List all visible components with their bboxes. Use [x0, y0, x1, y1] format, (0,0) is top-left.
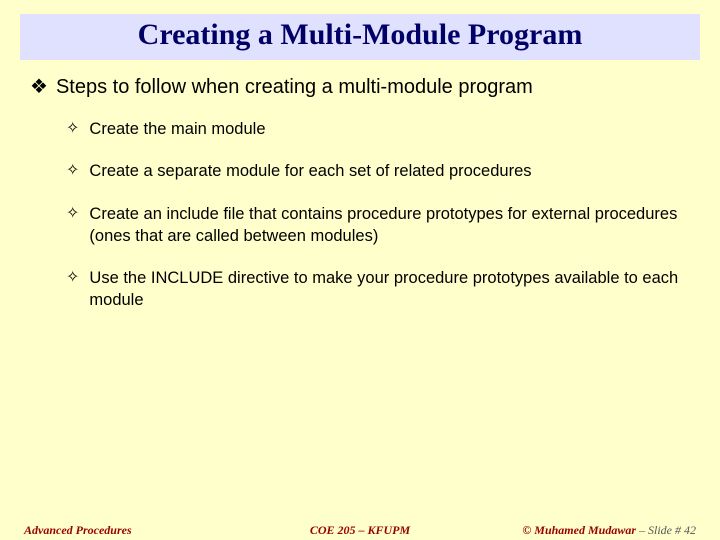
diamond-outline-icon: ✧ — [66, 203, 79, 225]
bullet-l2-text: Create an include file that contains pro… — [89, 203, 690, 248]
footer-center: COE 205 – KFUPM — [310, 523, 410, 538]
footer-slide-number: – Slide # 42 — [636, 523, 696, 537]
bullet-level2: ✧ Create an include file that contains p… — [66, 203, 690, 248]
slide: Creating a Multi-Module Program ❖ Steps … — [0, 14, 720, 540]
bullet-level2: ✧ Create the main module — [66, 118, 690, 140]
bullet-l2-text: Create the main module — [89, 118, 265, 140]
bullet-l2-text: Create a separate module for each set of… — [89, 160, 531, 182]
title-band: Creating a Multi-Module Program — [20, 14, 700, 60]
bullet-level1: ❖ Steps to follow when creating a multi-… — [30, 74, 690, 100]
diamond-outline-icon: ✧ — [66, 160, 79, 182]
bullet-l1-text: Steps to follow when creating a multi-mo… — [56, 74, 533, 100]
diamond-outline-icon: ✧ — [66, 267, 79, 289]
diamond-filled-icon: ❖ — [30, 74, 48, 100]
footer-author: © Muhamed Mudawar — [522, 523, 636, 537]
slide-footer: Advanced Procedures COE 205 – KFUPM © Mu… — [0, 523, 720, 538]
diamond-outline-icon: ✧ — [66, 118, 79, 140]
bullet-level2: ✧ Create a separate module for each set … — [66, 160, 690, 182]
slide-title: Creating a Multi-Module Program — [20, 18, 700, 52]
footer-left: Advanced Procedures — [24, 523, 132, 538]
slide-content: ❖ Steps to follow when creating a multi-… — [0, 60, 720, 312]
footer-right: © Muhamed Mudawar – Slide # 42 — [522, 523, 696, 538]
bullet-level2: ✧ Use the INCLUDE directive to make your… — [66, 267, 690, 312]
bullet-l2-text: Use the INCLUDE directive to make your p… — [89, 267, 690, 312]
